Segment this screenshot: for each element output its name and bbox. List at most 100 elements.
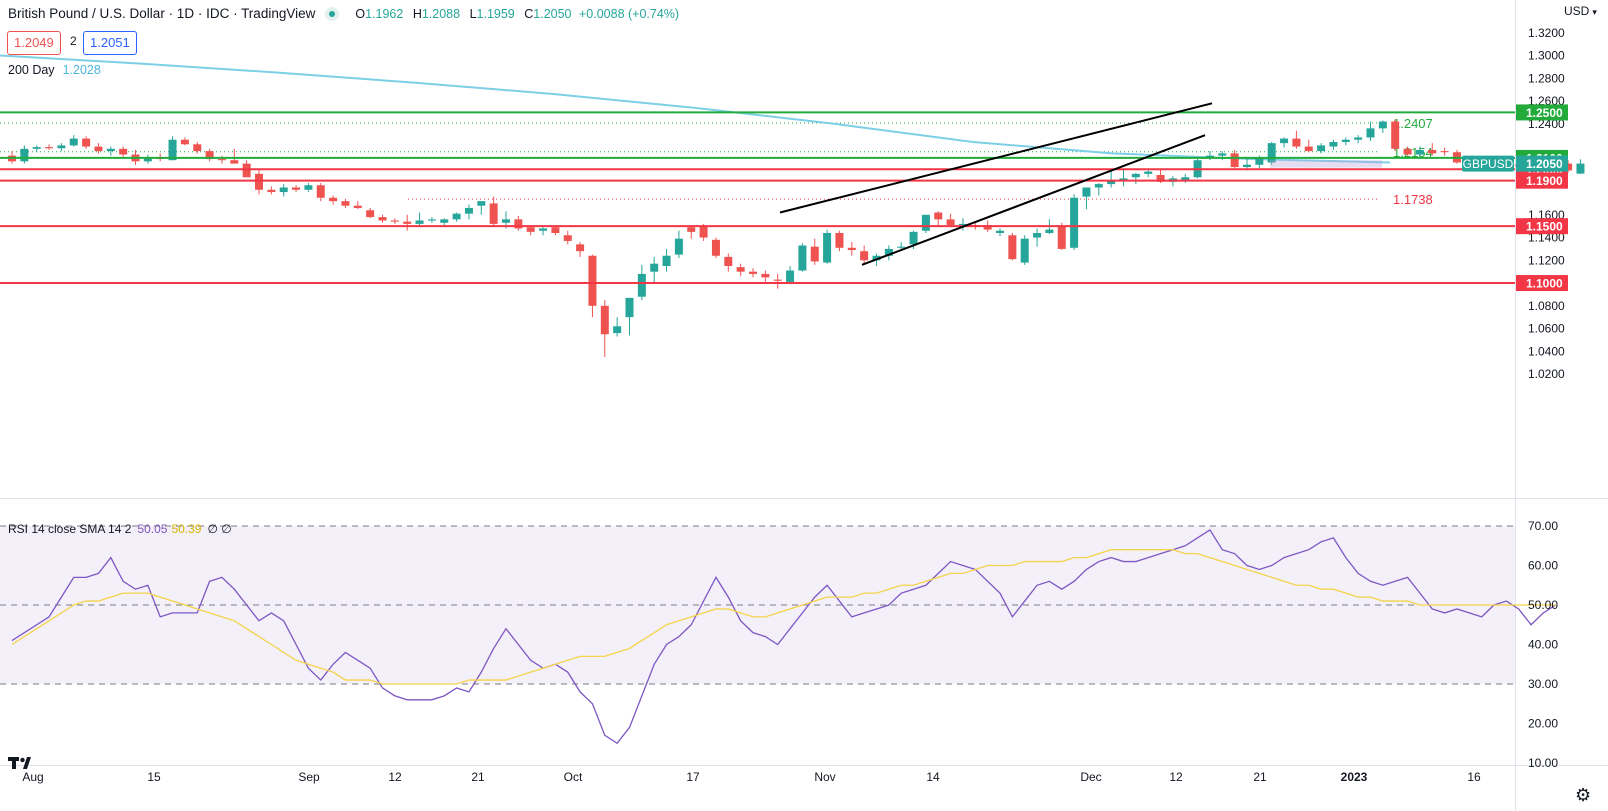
tradingview-logo-icon[interactable]: [8, 752, 36, 774]
candle-body: [1403, 148, 1412, 155]
time-tick-label: 15: [147, 770, 161, 784]
dotted-level-label: 1.1738: [1393, 192, 1433, 207]
candle-body: [847, 247, 856, 251]
candle-body: [1070, 197, 1079, 248]
level-tag-label: 1.2500: [1526, 106, 1563, 120]
candle-body: [329, 197, 338, 202]
level-tag-label: 1.1500: [1526, 220, 1563, 234]
rsi-tick-label: 70.00: [1528, 519, 1558, 533]
candle-body: [1415, 149, 1424, 155]
candle-body: [1205, 155, 1214, 158]
range-selection-box: [1270, 160, 1382, 168]
rsi-pane[interactable]: [0, 525, 1557, 745]
symbol-title[interactable]: British Pound / U.S. Dollar · 1D · IDC ·…: [8, 6, 316, 21]
candle-body: [1045, 229, 1054, 233]
candle-body: [650, 263, 659, 272]
high-value: 1.2088: [421, 6, 461, 21]
candle-body: [798, 245, 807, 271]
ma-legend[interactable]: 200 Day 1.2028: [8, 63, 101, 77]
rsi-tick-label: 10.00: [1528, 756, 1558, 770]
candle-body: [1033, 233, 1042, 238]
candle-body: [94, 146, 103, 152]
currency-label: USD: [1564, 4, 1590, 18]
candle-body: [897, 246, 906, 248]
candle-body: [736, 267, 745, 272]
time-tick-label: Dec: [1080, 770, 1101, 784]
price-tick-label: 1.3200: [1528, 26, 1565, 40]
candle-body: [304, 185, 313, 190]
candle-body: [341, 201, 350, 206]
candle-body: [1057, 226, 1066, 249]
rsi-line: [11, 529, 1557, 745]
candle-body: [613, 326, 622, 334]
candle-body: [761, 273, 770, 278]
price-tick-label: 1.0800: [1528, 299, 1565, 313]
level-tag-label: 1.1900: [1526, 174, 1563, 188]
time-axis[interactable]: Aug 15 Sep 12 21 Oct 17 Nov 14 Dec 12 21 2023 16: [22, 770, 1481, 784]
candle-body: [464, 207, 473, 214]
candle-body: [193, 144, 202, 152]
candle-body: [884, 248, 893, 256]
candle-body: [217, 159, 226, 161]
candle-body: [168, 139, 177, 161]
candle-body: [32, 147, 41, 149]
candle-body: [996, 230, 1004, 233]
candle-body: [1131, 173, 1140, 178]
rsi-value: 50.05: [137, 522, 168, 536]
candle-body: [1144, 171, 1153, 174]
spread-value: 2: [70, 34, 77, 48]
rsi-label: RSI 14 close SMA 14 2: [8, 522, 132, 536]
gear-icon[interactable]: ⚙: [1575, 785, 1592, 805]
time-tick-label: Oct: [564, 770, 583, 784]
candle-body: [452, 213, 461, 220]
candle-body: [1576, 163, 1585, 174]
candle-body: [1008, 235, 1017, 260]
rsi-sma-value: 50.39: [171, 522, 202, 536]
low-key: L: [469, 6, 477, 21]
ma-label: 200 Day: [8, 63, 55, 77]
rsi-tick-label: 60.00: [1528, 559, 1558, 573]
candle-body: [588, 255, 597, 306]
high-key: H: [412, 6, 422, 21]
candle-body: [489, 203, 498, 224]
candle-body: [390, 220, 399, 222]
currency-selector[interactable]: USD ▾: [1564, 4, 1597, 18]
candle-body: [872, 255, 881, 261]
candle-body: [662, 255, 671, 266]
rsi-extra-values: ∅ ∅: [207, 522, 232, 536]
chevron-down-icon: ▾: [1592, 7, 1597, 17]
candle-body: [1119, 178, 1128, 181]
price-tick-label: 1.0600: [1528, 322, 1565, 336]
time-tick-label: 21: [1253, 770, 1267, 784]
candle-body: [786, 270, 795, 282]
candle-body: [106, 148, 115, 152]
ohlc-values: O1.1962 H1.2088 L1.1959 C1.2050 +0.0088 …: [355, 7, 679, 21]
level-tag: [1516, 275, 1568, 292]
level-tag: [1516, 172, 1568, 189]
candle-body: [1218, 153, 1227, 156]
candle-body: [934, 212, 943, 220]
candle-body: [749, 271, 757, 274]
level-tag: [1516, 104, 1568, 121]
candle-body: [292, 187, 301, 190]
candle-body: [921, 214, 930, 231]
candle-body: [724, 256, 733, 266]
candle-body: [1354, 137, 1363, 140]
rsi-tick-label: 50.00: [1528, 598, 1558, 612]
time-tick-label: Nov: [814, 770, 835, 784]
close-key: C: [524, 6, 534, 21]
candle-body: [57, 145, 66, 149]
rsi-legend[interactable]: RSI 14 close SMA 14 2 50.05 50.39 ∅ ∅: [8, 522, 232, 536]
level-tag: [1516, 218, 1568, 235]
candle-body: [440, 219, 449, 223]
rsi-tick-label: 20.00: [1528, 717, 1558, 731]
price-axis[interactable]: 1.02001.04001.06001.08001.12001.14001.16…: [1516, 26, 1568, 770]
candle-body: [255, 173, 263, 190]
candle-body: [674, 238, 683, 255]
sell-price-button[interactable]: 1.2049: [7, 31, 61, 55]
buy-price-button[interactable]: 1.2051: [83, 31, 137, 55]
candle-body: [1440, 151, 1449, 153]
time-tick-label: 16: [1467, 770, 1481, 784]
